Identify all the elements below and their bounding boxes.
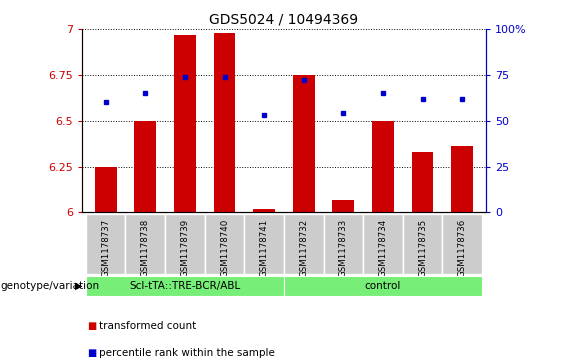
Bar: [451, 146, 473, 212]
Title: GDS5024 / 10494369: GDS5024 / 10494369: [210, 12, 358, 26]
Bar: [332, 200, 354, 212]
FancyBboxPatch shape: [86, 214, 125, 274]
Text: GSM1178738: GSM1178738: [141, 219, 150, 277]
Bar: [253, 209, 275, 212]
Text: ▶: ▶: [75, 281, 82, 291]
FancyBboxPatch shape: [284, 214, 324, 274]
FancyBboxPatch shape: [125, 214, 165, 274]
FancyBboxPatch shape: [442, 214, 482, 274]
Bar: [174, 34, 196, 212]
Bar: [95, 167, 116, 212]
Text: GSM1178741: GSM1178741: [259, 219, 268, 277]
FancyBboxPatch shape: [403, 214, 442, 274]
Bar: [412, 152, 433, 212]
Bar: [293, 75, 315, 212]
Text: Scl-tTA::TRE-BCR/ABL: Scl-tTA::TRE-BCR/ABL: [129, 281, 241, 291]
FancyBboxPatch shape: [244, 214, 284, 274]
FancyBboxPatch shape: [165, 214, 205, 274]
Bar: [214, 33, 236, 212]
FancyBboxPatch shape: [324, 214, 363, 274]
Text: transformed count: transformed count: [99, 321, 196, 331]
Text: control: control: [365, 281, 401, 291]
FancyBboxPatch shape: [205, 214, 244, 274]
Text: GSM1178733: GSM1178733: [339, 219, 348, 277]
FancyBboxPatch shape: [363, 214, 403, 274]
Text: ■: ■: [88, 348, 97, 358]
Bar: [134, 121, 156, 212]
Text: GSM1178739: GSM1178739: [180, 219, 189, 277]
Text: GSM1178735: GSM1178735: [418, 219, 427, 277]
FancyBboxPatch shape: [86, 276, 284, 296]
Text: percentile rank within the sample: percentile rank within the sample: [99, 348, 275, 358]
Bar: [372, 121, 394, 212]
Text: GSM1178740: GSM1178740: [220, 219, 229, 277]
Text: GSM1178736: GSM1178736: [458, 219, 467, 277]
Text: GSM1178737: GSM1178737: [101, 219, 110, 277]
Text: genotype/variation: genotype/variation: [1, 281, 99, 291]
Text: ■: ■: [88, 321, 97, 331]
Text: GSM1178732: GSM1178732: [299, 219, 308, 277]
FancyBboxPatch shape: [284, 276, 482, 296]
Text: GSM1178734: GSM1178734: [379, 219, 388, 277]
